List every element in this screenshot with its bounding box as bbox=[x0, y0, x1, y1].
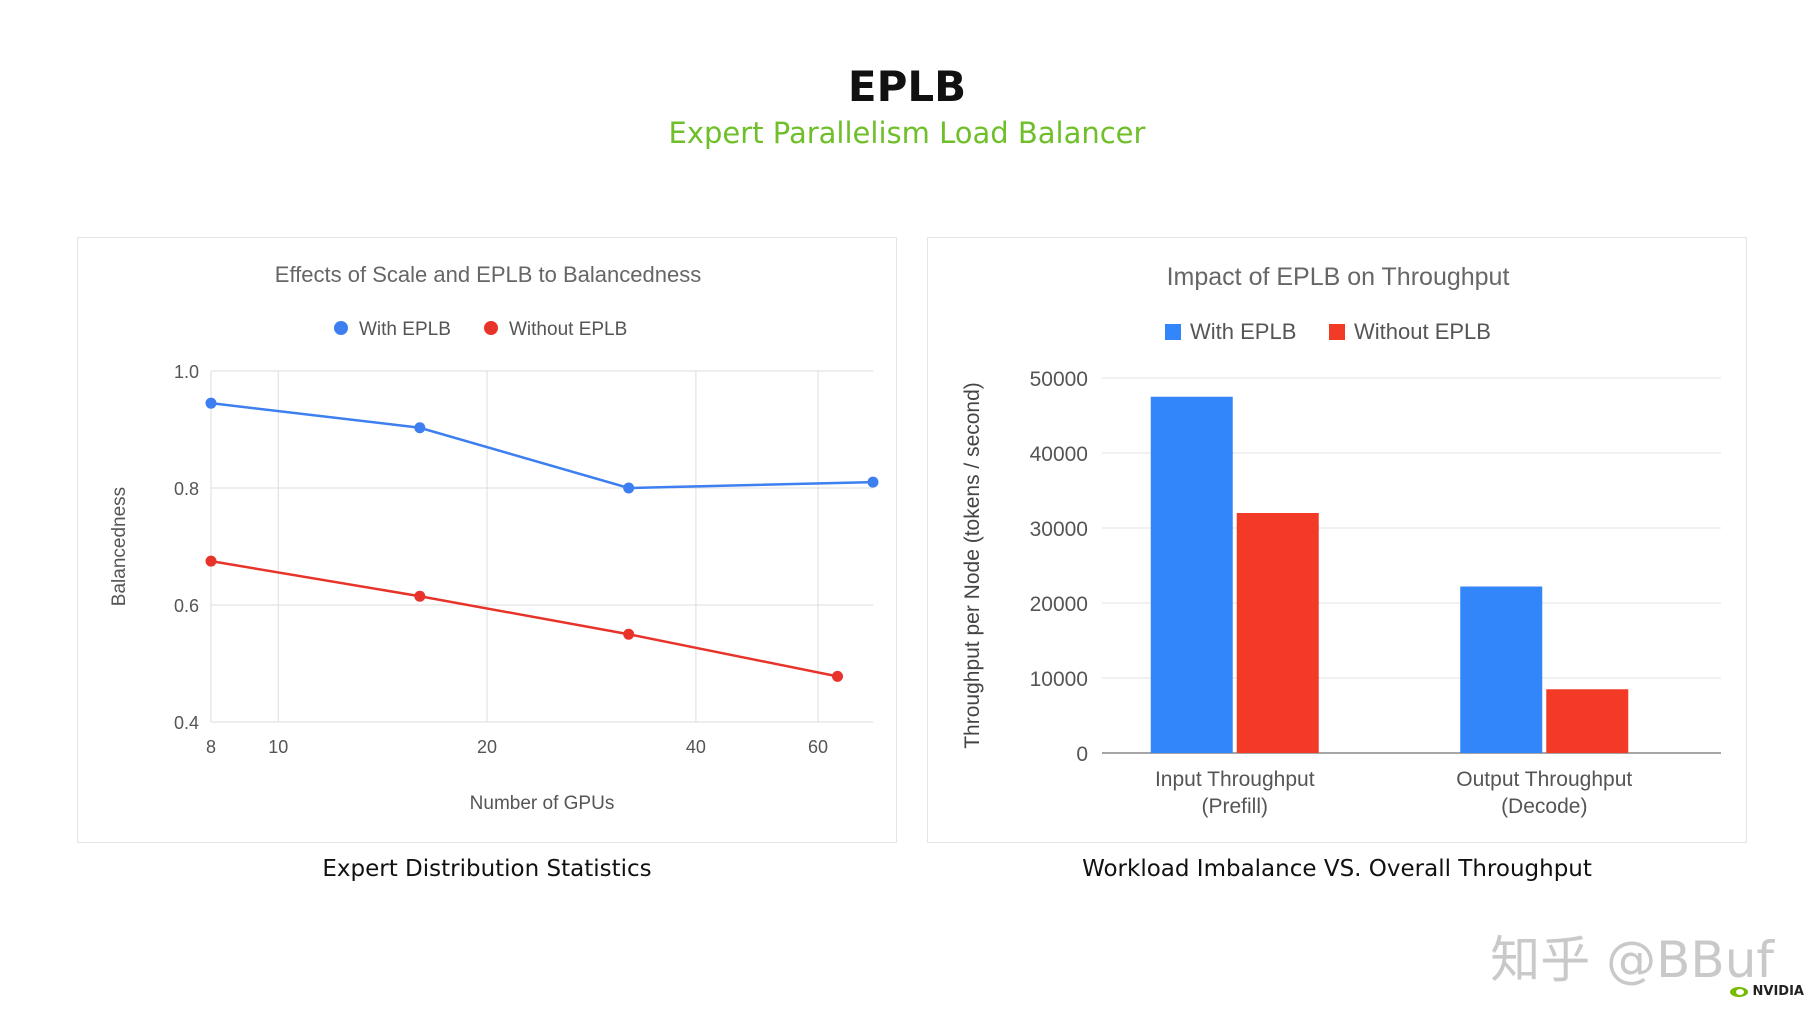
page-title: EPLB bbox=[847, 62, 967, 111]
legend-label: Without EPLB bbox=[1354, 319, 1491, 344]
nvidia-eye-icon bbox=[1729, 986, 1748, 997]
nvidia-logo-text: NVIDIA bbox=[1752, 984, 1804, 999]
category-label: Output Throughput (Decode) bbox=[1456, 768, 1632, 818]
y-tick-label: 0.6 bbox=[174, 596, 199, 616]
category-label: Input Throughput (Prefill) bbox=[1155, 768, 1315, 818]
y-tick-label: 0.8 bbox=[174, 479, 199, 499]
y-tick-label: 50000 bbox=[1030, 368, 1088, 391]
data-point bbox=[205, 397, 217, 409]
x-tick-label: 10 bbox=[268, 737, 288, 757]
legend-marker bbox=[1329, 324, 1345, 340]
balancedness-line-chart: Effects of Scale and EPLB to Balancednes… bbox=[109, 262, 879, 814]
y-tick-label: 1.0 bbox=[174, 362, 199, 382]
bar-with-eplb bbox=[1150, 396, 1233, 753]
caption-workload-throughput: Workload Imbalance VS. Overall Throughpu… bbox=[1082, 856, 1592, 882]
bar-without-eplb bbox=[1546, 689, 1629, 753]
data-point bbox=[832, 670, 844, 682]
nvidia-logo: NVIDIA bbox=[1729, 984, 1804, 999]
page-subtitle: Expert Parallelism Load Balancer bbox=[668, 116, 1146, 150]
data-point bbox=[205, 555, 217, 567]
data-point bbox=[414, 590, 426, 602]
series-line-without-eplb bbox=[210, 559, 838, 678]
category-label-line: (Prefill) bbox=[1202, 795, 1269, 818]
y-tick-label: 20000 bbox=[1030, 593, 1088, 616]
data-point bbox=[867, 476, 879, 488]
y-axis-label: Throughput per Node (tokens / second) bbox=[961, 382, 984, 749]
legend-marker bbox=[484, 321, 498, 335]
legend-label: With EPLB bbox=[1190, 319, 1296, 344]
caption-expert-distribution: Expert Distribution Statistics bbox=[322, 856, 652, 882]
y-tick-label: 0 bbox=[1076, 743, 1088, 766]
throughput-bar-chart: Impact of EPLB on Throughput With EPLB Wit… bbox=[961, 263, 1721, 818]
series-line-with-eplb bbox=[210, 401, 874, 490]
y-tick-label: 0.4 bbox=[174, 713, 199, 733]
legend-marker bbox=[334, 321, 348, 335]
chart-title: Effects of Scale and EPLB to Balancednes… bbox=[275, 262, 701, 287]
data-point bbox=[623, 628, 635, 640]
x-tick-label: 60 bbox=[808, 737, 828, 757]
legend-marker bbox=[1165, 324, 1181, 340]
category-label-line: Input Throughput bbox=[1155, 768, 1315, 791]
category-label-line: (Decode) bbox=[1501, 795, 1587, 818]
x-tick-label: 8 bbox=[206, 737, 216, 757]
zhihu-watermark: 知乎 @BBuf bbox=[1490, 931, 1774, 989]
y-tick-label: 40000 bbox=[1030, 443, 1088, 466]
bar-with-eplb bbox=[1460, 586, 1543, 753]
bar-without-eplb bbox=[1236, 513, 1319, 753]
throughput-chart-panel: Impact of EPLB on Throughput With EPLB Wit… bbox=[927, 237, 1747, 843]
balancedness-chart-panel: Effects of Scale and EPLB to Balancednes… bbox=[77, 237, 897, 843]
legend-label: With EPLB bbox=[359, 319, 451, 340]
x-tick-label: 40 bbox=[686, 737, 706, 757]
legend-label: Without EPLB bbox=[509, 319, 627, 340]
data-point bbox=[414, 422, 426, 434]
y-axis-label: Balancedness bbox=[109, 487, 130, 606]
y-tick-label: 30000 bbox=[1030, 518, 1088, 541]
chart-title: Impact of EPLB on Throughput bbox=[1167, 263, 1510, 291]
y-tick-label: 10000 bbox=[1030, 668, 1088, 691]
x-axis-label: Number of GPUs bbox=[470, 793, 615, 814]
x-tick-label: 20 bbox=[477, 737, 497, 757]
data-point bbox=[623, 482, 635, 494]
category-label-line: Output Throughput bbox=[1456, 768, 1632, 791]
